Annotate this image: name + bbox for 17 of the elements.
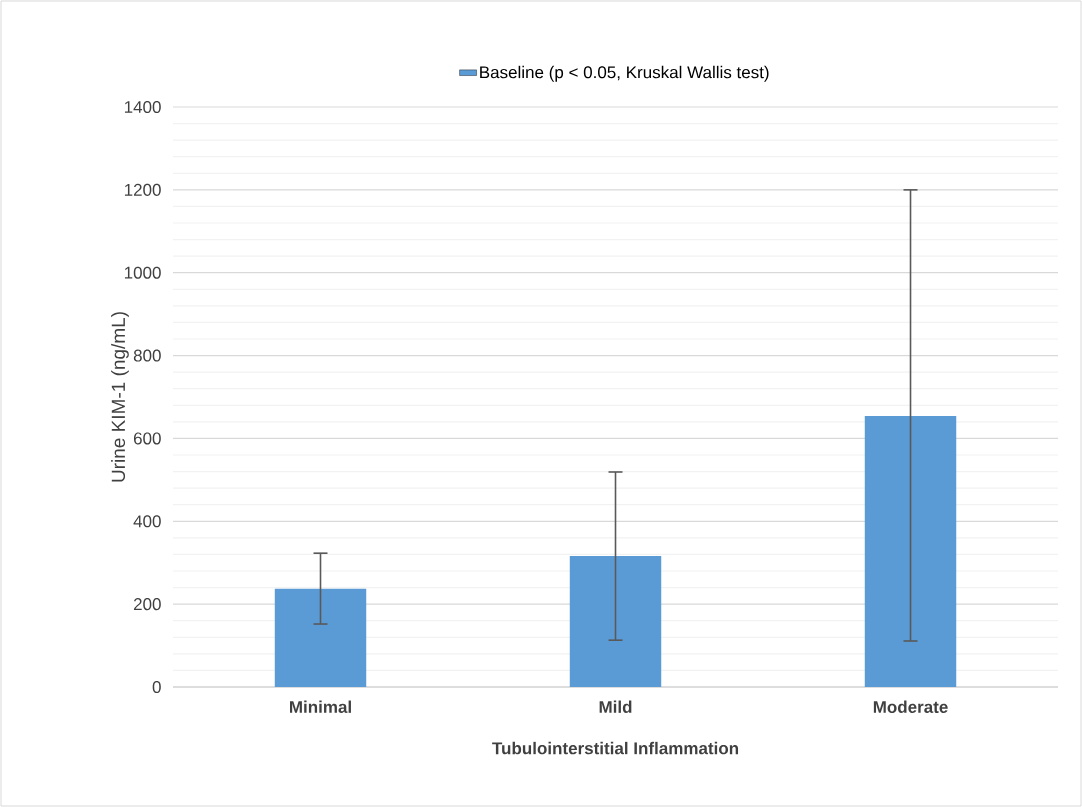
y-tick-label: 1400 [124,100,161,114]
y-tick-label: 200 [133,598,161,611]
legend-label: Baseline (p < 0.05, Kruskal Wallis test) [480,65,769,82]
y-tick-label: 1000 [124,266,161,279]
y-tick-label: 0 [152,680,161,694]
bar [274,588,367,687]
x-tick-label: Moderate [873,700,948,714]
y-tick-label: 600 [133,432,161,445]
y-tick-label: 1200 [124,183,161,196]
y-tick-label: 400 [133,515,161,528]
bar [569,556,662,687]
bar [864,416,957,687]
x-axis-title: Tubulointerstitial Inflammation [492,741,739,755]
y-tick-label: 800 [133,349,161,362]
x-tick-label: Minimal [290,700,351,714]
x-tick-label: Mild [599,700,632,714]
y-axis-title: Urine KIM-1 (ng/mL) [111,312,129,482]
